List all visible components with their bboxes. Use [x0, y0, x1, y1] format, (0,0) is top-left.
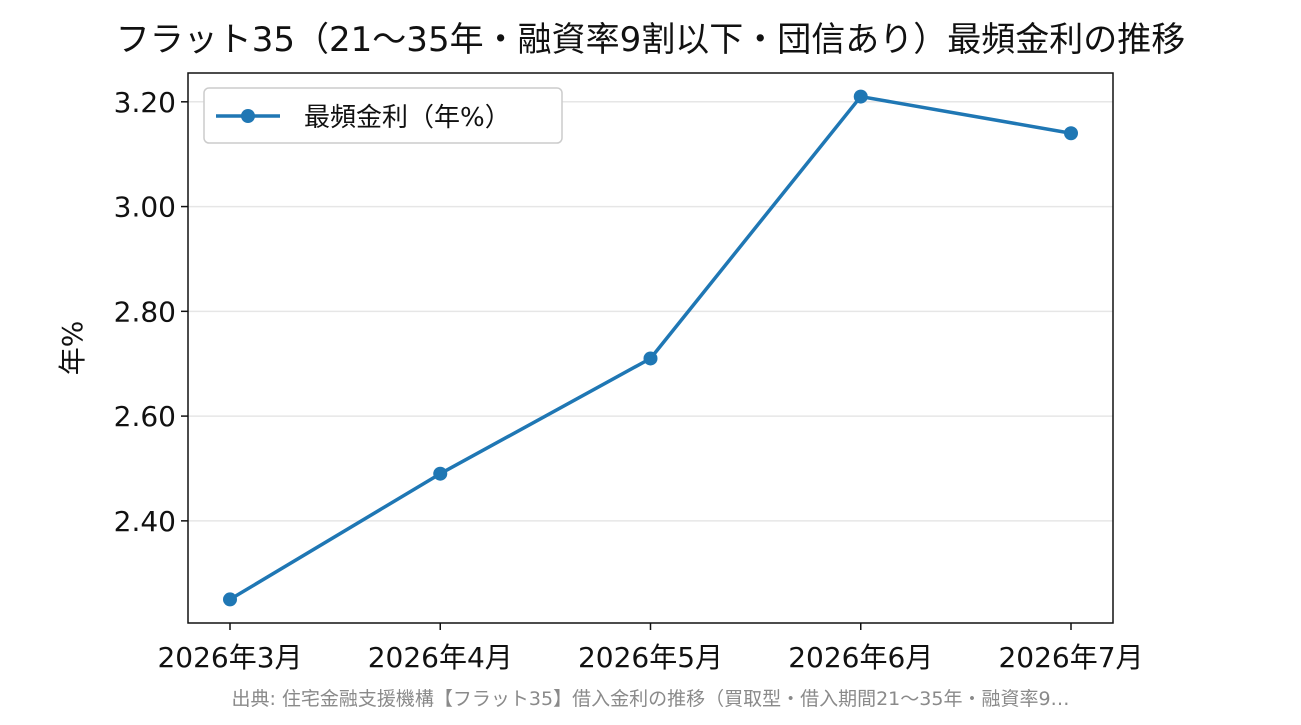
y-tick-label: 3.20 [114, 86, 176, 119]
x-tick-label: 2026年6月 [788, 641, 933, 674]
y-axis-label: 年% [56, 321, 89, 376]
x-tick-label: 2026年5月 [578, 641, 723, 674]
data-point [433, 466, 448, 481]
series-line [229, 94, 1072, 601]
legend-box [203, 87, 563, 144]
x-tick-label: 2026年4月 [368, 641, 513, 674]
x-tick-label: 2026年3月 [157, 641, 302, 674]
y-tick-label: 2.80 [114, 295, 176, 328]
legend-label: 最頻金利（年%） [304, 103, 511, 133]
axis-layer: 2.40 2.60 2.80 3.00 3.20 2026年3月 2026年4月 2026年5… [114, 86, 1144, 674]
grid-layer [188, 101, 1113, 522]
y-tick-label: 3.00 [114, 191, 176, 224]
y-tick-label: 2.60 [114, 400, 176, 433]
data-point [223, 592, 237, 607]
legend: 最頻金利（年%） [203, 87, 563, 144]
y-tick-label: 2.40 [114, 505, 176, 538]
series-layer [223, 89, 1078, 607]
chart-title: フラット35（21〜35年・融資率9割以下・団信あり）最頻金利の推移 [115, 20, 1186, 60]
source-note: 出典: 住宅金融支援機構【フラット35】借入金利の推移（買取型・借入期間21〜3… [231, 688, 1070, 710]
data-point [643, 351, 658, 366]
legend-marker [241, 109, 255, 123]
data-point [1064, 126, 1078, 141]
x-tick-label: 2026年7月 [998, 641, 1143, 674]
data-point [853, 89, 868, 104]
